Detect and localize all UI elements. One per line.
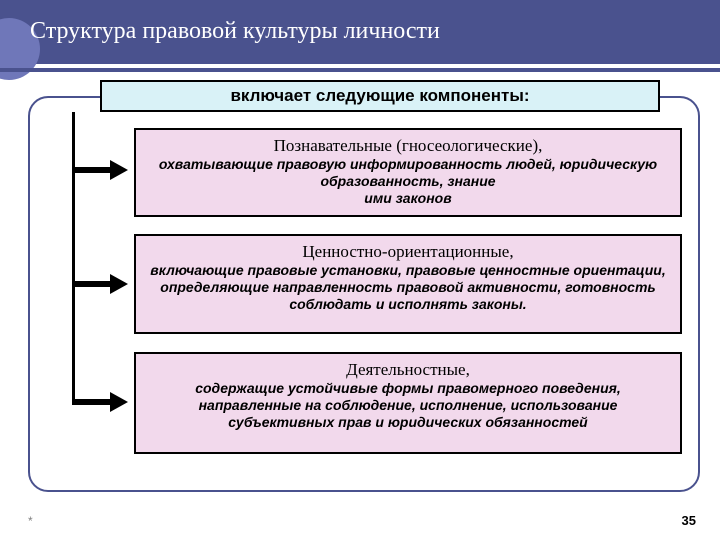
component-title-3: Деятельностные, (346, 360, 470, 379)
component-desc-2: включающие правовые установки, правовые … (150, 262, 665, 312)
components-header-text: включает следующие компоненты: (230, 86, 529, 106)
arrow-head (110, 392, 128, 412)
arrow-2 (72, 278, 130, 290)
component-box-3: Деятельностные, содержащие устойчивые фо… (134, 352, 682, 454)
arrow-3 (72, 396, 130, 408)
arrow-shaft (72, 399, 112, 405)
component-desc-1: охватывающие правовую информированность … (159, 156, 657, 206)
component-title-2: Ценностно-ориентационные, (302, 242, 513, 261)
arrow-head (110, 160, 128, 180)
component-desc-3: содержащие устойчивые формы правомерного… (195, 380, 621, 430)
component-box-2: Ценностно-ориентационные, включающие пра… (134, 234, 682, 334)
arrow-shaft (72, 281, 112, 287)
component-title-1: Познавательные (гносеологические), (274, 136, 543, 155)
connector-vertical (72, 112, 75, 402)
arrow-shaft (72, 167, 112, 173)
header-rule (0, 68, 720, 72)
slide-title: Структура правовой культуры личности (30, 18, 440, 45)
component-box-1: Познавательные (гносеологические), охват… (134, 128, 682, 217)
arrow-1 (72, 164, 130, 176)
footer-star: * (28, 514, 33, 528)
components-header-box: включает следующие компоненты: (100, 80, 660, 112)
arrow-head (110, 274, 128, 294)
page-number: 35 (682, 513, 696, 528)
